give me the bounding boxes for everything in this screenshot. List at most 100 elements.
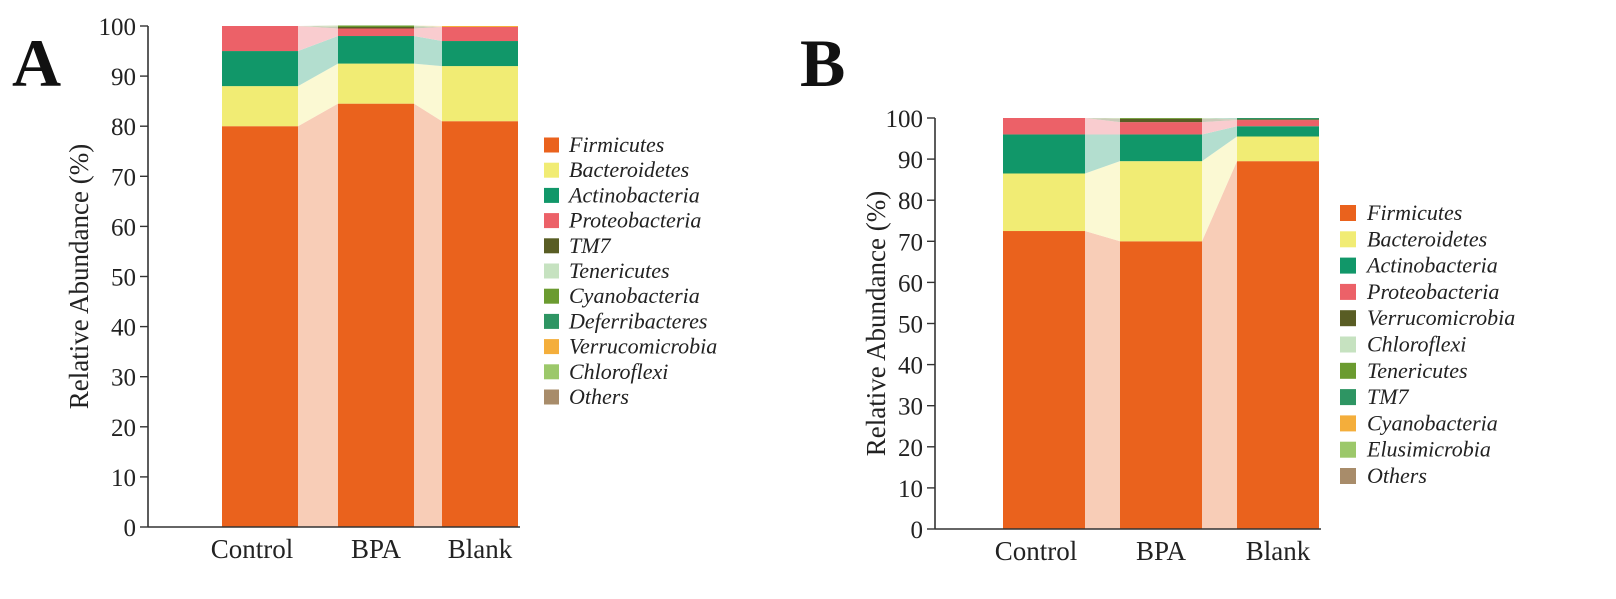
band-b-0-4 — [1085, 118, 1120, 123]
bar-segment-a-blank-proteobacteria — [442, 27, 518, 42]
legend-label: Bacteroidetes — [1367, 226, 1487, 251]
x-category-label: BPA — [351, 534, 402, 564]
bar-segment-b-blank-actinobacteria — [1237, 126, 1319, 137]
legend-swatch — [544, 238, 559, 254]
bar-segment-b-blank-bacteroidetes — [1237, 136, 1319, 162]
bar-segment-b-bpa-verrucomicrobia — [1120, 118, 1202, 123]
band-b-1-4 — [1202, 118, 1237, 123]
bar-segment-b-bpa-bacteroidetes — [1120, 161, 1202, 242]
legend-label: Actinobacteria — [567, 182, 700, 207]
band-a-0-1 — [298, 63, 338, 127]
legend-label: Verrucomicrobia — [1367, 305, 1515, 330]
legend-label: Proteobacteria — [1366, 279, 1499, 304]
legend-label: Cyanobacteria — [569, 283, 700, 308]
legend-label: Tenericutes — [1367, 358, 1468, 383]
y-tick-label: 30 — [898, 394, 923, 421]
chart-panel-b: 0 10 20 30 40 50 60 70 80 90 100 Control BPA Blank Rel… — [861, 106, 1515, 566]
x-category-label: BPA — [1136, 536, 1187, 566]
bar-segment-b-bpa-proteobacteria — [1120, 122, 1202, 135]
bar-segment-a-bpa-bacteroidetes — [338, 63, 414, 104]
band-a-1-3 — [414, 27, 442, 42]
y-tick-label: 70 — [111, 164, 136, 191]
y-tick-label: 50 — [111, 265, 136, 292]
legend-swatch — [544, 288, 559, 304]
y-tick-label: 20 — [111, 415, 136, 442]
bar-segment-a-bpa-proteobacteria — [338, 28, 414, 37]
y-tick-label: 10 — [898, 476, 923, 503]
y-tick-label: 50 — [898, 312, 923, 339]
y-tick-label: 80 — [111, 114, 136, 141]
band-b-0-1 — [1085, 161, 1120, 242]
band-a-1-6 — [414, 25, 442, 28]
bar-segment-b-bpa-actinobacteria — [1120, 134, 1202, 162]
bar-segment-a-control-proteobacteria — [222, 26, 298, 52]
bar-segment-b-bpa-tenericutes — [1120, 118, 1202, 119]
legend-swatch — [1340, 257, 1356, 274]
band-a-0-6 — [298, 25, 338, 28]
legend-label: TM7 — [569, 233, 612, 258]
legend-label: Firmicutes — [568, 132, 664, 157]
chart-panel-a: 0 10 20 30 40 50 60 70 80 90 100 Control BPA Blank Rel… — [64, 14, 717, 564]
band-a-1-4 — [414, 27, 442, 29]
bar-segment-a-blank-actinobacteria — [442, 41, 518, 67]
band-b-1-3 — [1202, 120, 1237, 135]
legend-label: Verrucomicrobia — [569, 334, 717, 359]
y-tick-label: 0 — [911, 517, 924, 544]
band-b-1-0 — [1202, 161, 1237, 529]
band-b-1-1 — [1202, 136, 1237, 242]
bar-segment-b-control-firmicutes — [1003, 231, 1085, 529]
legend-swatch — [544, 339, 559, 355]
legend-swatch — [544, 364, 559, 380]
legend-label: Actinobacteria — [1365, 253, 1498, 278]
legend-swatch — [544, 187, 559, 203]
band-a-0-3 — [298, 26, 338, 52]
y-tick-label: 100 — [99, 14, 137, 41]
band-a-1-1 — [414, 63, 442, 122]
bar-segment-b-control-proteobacteria — [1003, 118, 1085, 135]
legend-swatch — [1340, 283, 1356, 300]
legend-swatch — [1340, 468, 1356, 484]
band-b-0-0 — [1085, 231, 1120, 529]
y-tick-label: 60 — [111, 214, 136, 241]
legend-label: Tenericutes — [569, 258, 670, 283]
bar-segment-b-blank-firmicutes — [1237, 161, 1319, 529]
legend-label: Cyanobacteria — [1367, 410, 1498, 435]
y-tick-label: 90 — [111, 64, 136, 91]
bar-segment-a-blank-firmicutes — [442, 121, 518, 527]
band-b-0-6 — [1085, 118, 1120, 119]
bar-segment-b-blank-proteobacteria — [1237, 120, 1319, 127]
legend-label: TM7 — [1367, 384, 1410, 409]
y-tick-label: 40 — [898, 353, 923, 380]
y-axis-title: Relative Abundance (%) — [861, 191, 891, 456]
bar-segment-b-control-bacteroidetes — [1003, 173, 1085, 232]
legend-swatch — [1340, 310, 1356, 327]
legend-label: Others — [569, 384, 629, 409]
band-b-1-7 — [1202, 118, 1237, 120]
bar-segment-a-control-firmicutes — [222, 126, 298, 527]
legend-swatch — [544, 389, 559, 405]
y-axis-title: Relative Abundance (%) — [64, 144, 94, 409]
bar-segment-b-control-actinobacteria — [1003, 134, 1085, 174]
legend-label: Others — [1367, 463, 1427, 488]
legend-swatch — [1340, 362, 1356, 379]
y-tick-label: 70 — [898, 229, 923, 256]
bar-segment-a-bpa-firmicutes — [338, 103, 414, 527]
y-tick-label: 20 — [898, 435, 923, 462]
bar-segment-a-bpa-tm7 — [338, 27, 414, 29]
bar-segment-b-blank-tm7 — [1237, 118, 1319, 120]
panel-letter-a: A — [12, 25, 61, 101]
y-tick-label: 100 — [886, 106, 924, 133]
band-a-0-4 — [298, 26, 338, 29]
legend-swatch — [544, 263, 559, 279]
legend-swatch — [544, 137, 559, 153]
legend-swatch — [1340, 389, 1356, 406]
band-b-0-3 — [1085, 118, 1120, 135]
bar-segment-a-blank-bacteroidetes — [442, 66, 518, 122]
bar-segment-a-control-actinobacteria — [222, 51, 298, 87]
bar-segment-b-blank-verrucomicrobia — [1237, 119, 1319, 121]
x-category-label: Control — [995, 536, 1078, 566]
legend-label: Chloroflexi — [569, 359, 668, 384]
bar-segment-a-bpa-cyanobacteria — [338, 25, 414, 28]
y-tick-label: 10 — [111, 465, 136, 492]
